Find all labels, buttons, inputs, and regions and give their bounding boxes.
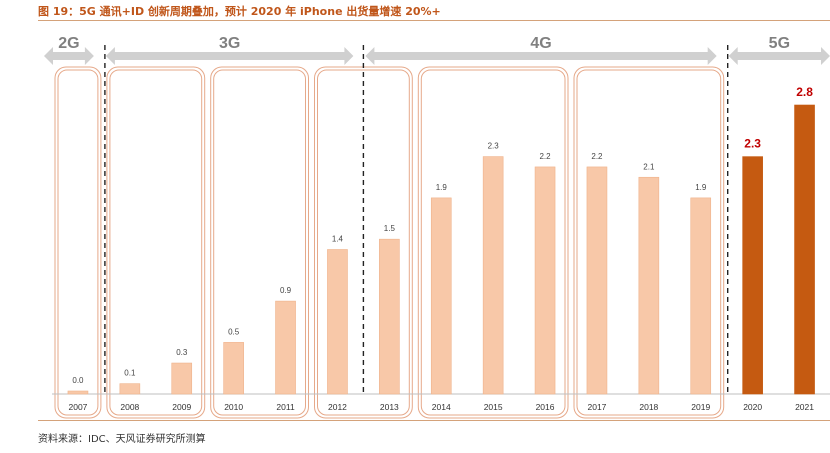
cycle-box xyxy=(576,69,722,416)
x-tick-label-2010: 2010 xyxy=(224,402,243,412)
era-label-2g: 2G xyxy=(58,35,79,52)
value-label-2019: 1.9 xyxy=(695,183,707,192)
era-arrow-3g xyxy=(105,47,354,65)
bar-2008 xyxy=(119,383,141,395)
value-label-2017: 2.2 xyxy=(591,152,603,161)
bar-2015 xyxy=(482,156,504,395)
x-tick-label-2020: 2020 xyxy=(743,402,762,412)
bar-2018 xyxy=(638,176,660,395)
bar-2013 xyxy=(379,238,400,395)
bar-2016 xyxy=(534,166,556,395)
era-label-4g: 4G xyxy=(530,35,551,52)
value-label-2014: 1.9 xyxy=(436,183,448,192)
cycle-box xyxy=(573,66,725,419)
cycle-box xyxy=(420,69,566,416)
cycle-boxes xyxy=(54,66,725,419)
bar-2011 xyxy=(275,300,296,395)
x-tick-labels: 2007 2008 2009 2010 2011 2012 2013 2014 2015 2016… xyxy=(68,402,814,412)
x-tick-label-2021: 2021 xyxy=(795,402,814,412)
bar-2009 xyxy=(171,362,193,395)
cycle-box xyxy=(109,69,203,416)
bar-2019 xyxy=(690,197,712,395)
value-label-2011: 0.9 xyxy=(280,286,292,295)
x-tick-label-2008: 2008 xyxy=(120,402,139,412)
value-label-2013: 1.5 xyxy=(384,224,396,233)
era-arrow-4g xyxy=(365,47,717,65)
value-label-2010: 0.5 xyxy=(228,327,240,336)
value-label-2015: 2.3 xyxy=(488,142,500,151)
value-label-2012: 1.4 xyxy=(332,235,344,244)
bar-2017 xyxy=(586,166,608,395)
era-dividers xyxy=(104,45,729,394)
cycle-box xyxy=(317,69,410,416)
value-label-2008: 0.1 xyxy=(124,369,136,378)
x-tick-label-2007: 2007 xyxy=(68,402,87,412)
value-label-2009: 0.3 xyxy=(176,348,188,357)
cycle-box xyxy=(417,66,569,419)
value-label-2021: 2.8 xyxy=(796,85,813,99)
era-arrows: 2G 3G 4G 5G xyxy=(44,35,830,65)
cycle-box xyxy=(210,66,309,419)
era-arrow-2g xyxy=(44,47,94,65)
bar-2012 xyxy=(327,249,348,395)
bar-2020 xyxy=(742,156,763,395)
value-label-2007: 0.0 xyxy=(72,376,84,385)
era-label-3g: 3G xyxy=(219,35,240,52)
bar-2021 xyxy=(794,104,815,395)
value-label-2020: 2.3 xyxy=(744,137,761,151)
value-label-2016: 2.2 xyxy=(539,152,551,161)
value-labels: 0.0 0.1 0.3 0.5 0.9 1.4 1.5 1.9 2.3 2.2 2.2 2.1 1.9 2… xyxy=(72,85,813,385)
bar-2007 xyxy=(67,390,89,395)
x-tick-label-2014: 2014 xyxy=(432,402,451,412)
cycle-box xyxy=(106,66,206,419)
x-tick-label-2012: 2012 xyxy=(328,402,347,412)
x-tick-label-2017: 2017 xyxy=(587,402,606,412)
source-note: 资料来源：IDC、天风证券研究所测算 xyxy=(38,434,206,445)
bar-2010 xyxy=(223,342,244,395)
x-tick-label-2009: 2009 xyxy=(172,402,191,412)
bar-2014 xyxy=(430,197,452,395)
x-tick-label-2019: 2019 xyxy=(691,402,710,412)
title-rule xyxy=(38,20,830,21)
source-rule xyxy=(38,420,830,421)
x-tick-label-2018: 2018 xyxy=(639,402,658,412)
x-tick-label-2015: 2015 xyxy=(484,402,503,412)
cycle-box xyxy=(57,69,99,416)
value-label-2018: 2.1 xyxy=(643,162,655,171)
cycle-box xyxy=(213,69,306,416)
figure-title: 图 19：5G 通讯+ID 创新周期叠加，预计 2020 年 iPhone 出货… xyxy=(38,5,441,18)
bars xyxy=(67,104,815,395)
era-label-5g: 5G xyxy=(769,35,790,52)
era-arrow-5g xyxy=(728,47,830,65)
x-tick-label-2011: 2011 xyxy=(276,402,295,412)
x-tick-label-2016: 2016 xyxy=(536,402,555,412)
x-tick-label-2013: 2013 xyxy=(380,402,399,412)
cycle-box xyxy=(54,66,102,419)
